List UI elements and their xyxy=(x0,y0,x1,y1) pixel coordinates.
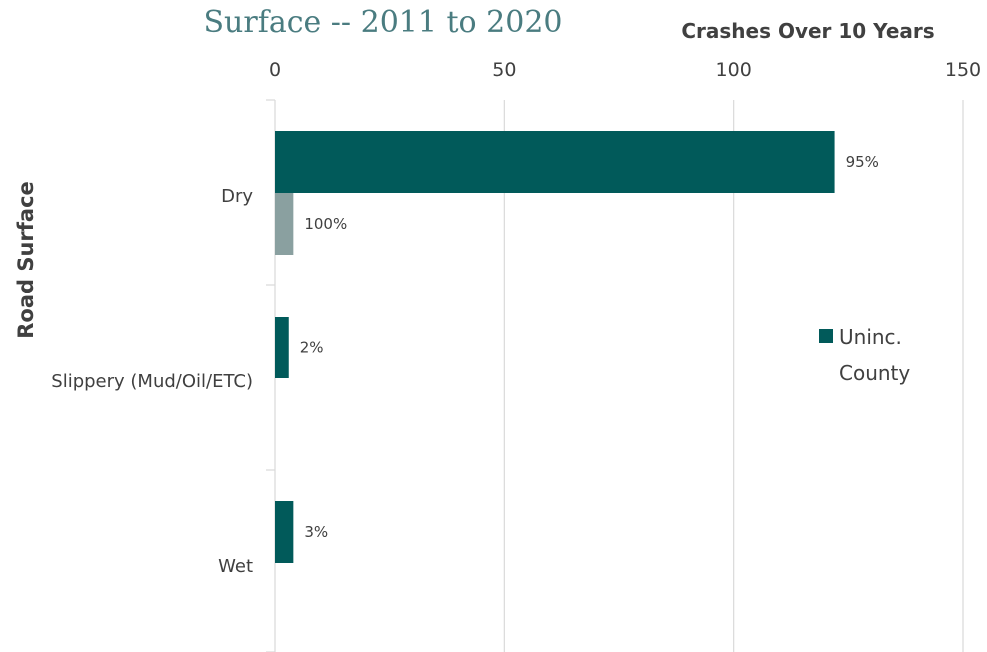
bar xyxy=(275,193,294,255)
legend-label-line2: County xyxy=(839,361,910,385)
data-label: 2% xyxy=(300,339,324,357)
category-label: Dry xyxy=(221,186,253,207)
x-tick-label: 150 xyxy=(945,59,981,81)
category-label: Wet xyxy=(218,556,253,577)
legend-swatch-uninc-county xyxy=(819,329,833,343)
y-axis-title: Road Surface xyxy=(14,181,38,339)
chart-title: Surface -- 2011 to 2020 xyxy=(204,5,563,40)
data-label: 95% xyxy=(846,153,879,171)
x-tick-label: 0 xyxy=(269,59,281,81)
bar xyxy=(275,501,294,563)
data-label: 100% xyxy=(304,215,347,233)
bar xyxy=(275,131,835,193)
x-axis-title: Crashes Over 10 Years xyxy=(681,19,934,43)
bars-layer xyxy=(275,131,835,563)
category-label: Slippery (Mud/Oil/ETC) xyxy=(51,371,253,392)
x-tick-label: 50 xyxy=(492,59,516,81)
bar xyxy=(275,317,289,378)
data-label: 3% xyxy=(304,523,328,541)
labels-layer: 0 50 100 150 Dry 95% 100% Slippery (Mud/Oil/ETC… xyxy=(51,59,981,577)
x-tick-label: 100 xyxy=(716,59,752,81)
legend: Uninc. County xyxy=(819,325,910,385)
legend-label-line1: Uninc. xyxy=(839,325,902,349)
